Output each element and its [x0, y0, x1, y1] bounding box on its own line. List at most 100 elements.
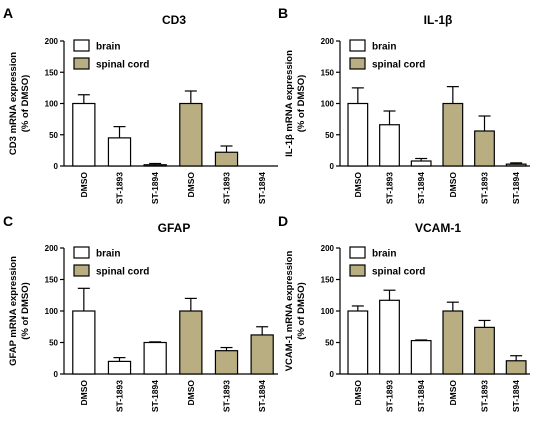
legend-label: brain	[96, 249, 120, 260]
bar-brain	[107, 360, 132, 375]
legend-swatch	[73, 246, 90, 259]
y-tick-label: 150	[321, 68, 335, 77]
x-tick-label: DMSO	[353, 172, 363, 198]
bar-brain	[347, 310, 369, 375]
bar-spinal_cord	[505, 163, 527, 167]
y-tick-label: 150	[321, 276, 335, 285]
y-axis-label-unit: (% of DMSO)	[20, 282, 31, 340]
legend-swatch	[349, 57, 366, 70]
legend-label: brain	[96, 42, 120, 53]
x-tick-label: DMSO	[448, 380, 458, 406]
y-tick-label: 0	[330, 162, 335, 171]
panel-letter: A	[3, 5, 13, 21]
y-axis-label: GFAP mRNA expression	[8, 256, 19, 366]
legend-label: spinal cord	[372, 267, 425, 278]
bar-brain	[347, 102, 369, 167]
y-tick-label: 50	[49, 339, 58, 348]
legend-label: brain	[372, 42, 396, 53]
x-tick-label: ST-1893	[385, 172, 395, 204]
bar-spinal_cord	[250, 334, 274, 375]
y-tick-label: 200	[321, 37, 335, 46]
y-tick-label: 100	[45, 100, 59, 109]
y-tick-label: 50	[49, 131, 58, 140]
bar-spinal_cord	[179, 102, 203, 167]
y-tick-label: 0	[54, 370, 59, 379]
chart-title: IL-1β	[424, 13, 453, 27]
bar-brain	[379, 299, 400, 375]
y-tick-label: 200	[321, 244, 335, 253]
y-axis-label-unit: (% of DMSO)	[296, 282, 307, 340]
legend-swatch	[73, 57, 90, 70]
x-tick-label: DMSO	[79, 172, 89, 198]
x-tick-label: DMSO	[79, 380, 89, 406]
bar-spinal_cord	[179, 310, 203, 375]
panel-a: A CD3 CD3 mRNA expression (% of DMSO) 0 50 100…	[3, 5, 278, 204]
bar-brain	[410, 160, 432, 167]
x-tick-label: ST-1893	[480, 380, 490, 412]
x-tick-label: ST-1893	[115, 380, 125, 412]
x-tick-label: DMSO	[186, 172, 196, 198]
x-tick-label: DMSO	[353, 380, 363, 406]
bar-spinal_cord	[474, 130, 495, 167]
x-tick-label: ST-1894	[257, 380, 267, 412]
y-axis-label: CD3 mRNA expression	[8, 52, 19, 155]
bar-brain	[107, 137, 132, 167]
x-tick-label: ST-1893	[222, 380, 232, 412]
x-tick-label: ST-1894	[416, 380, 426, 412]
panel-b: B IL-1β IL-1β mRNA expression (% of DMSO) 0 5…	[278, 5, 530, 204]
x-tick-label: ST-1894	[257, 172, 267, 204]
y-tick-label: 100	[45, 307, 59, 316]
y-tick-label: 0	[54, 162, 59, 171]
panel-c: C GFAP GFAP mRNA expression (% of DMSO) 0 50 1…	[3, 213, 278, 412]
y-tick-label: 150	[45, 68, 59, 77]
x-tick-label: ST-1894	[511, 172, 521, 204]
legend-label: spinal cord	[96, 267, 149, 278]
y-axis-label-unit: (% of DMSO)	[20, 75, 31, 133]
x-tick-label: ST-1894	[416, 172, 426, 204]
bar-brain	[72, 310, 96, 375]
x-tick-label: DMSO	[186, 380, 196, 406]
x-tick-label: ST-1893	[115, 172, 125, 204]
panel-d: D VCAM-1 VCAM-1 mRNA expression (% of DMSO)…	[278, 213, 530, 412]
y-tick-label: 100	[321, 307, 335, 316]
x-tick-label: ST-1894	[150, 380, 160, 412]
bar-brain	[410, 340, 432, 375]
bar-spinal_cord	[214, 151, 239, 167]
x-tick-label: ST-1894	[511, 380, 521, 412]
y-axis-label: IL-1β mRNA expression	[284, 50, 295, 157]
x-tick-label: ST-1894	[150, 172, 160, 204]
legend-swatch	[349, 246, 366, 259]
y-tick-label: 150	[45, 276, 59, 285]
y-tick-label: 100	[321, 100, 335, 109]
legend-swatch	[73, 264, 90, 277]
y-axis-label: VCAM-1 mRNA expression	[284, 251, 295, 372]
x-tick-label: ST-1893	[222, 172, 232, 204]
panel-letter: D	[278, 213, 288, 229]
x-tick-label: ST-1893	[480, 172, 490, 204]
panel-letter: C	[3, 213, 13, 229]
bar-brain	[72, 102, 96, 167]
bar-spinal_cord	[214, 350, 239, 375]
legend-label: spinal cord	[372, 60, 425, 71]
legend-swatch	[349, 264, 366, 277]
legend-label: spinal cord	[96, 60, 149, 71]
y-tick-label: 50	[325, 131, 334, 140]
bar-spinal_cord	[474, 326, 495, 375]
legend-swatch	[349, 39, 366, 52]
panel-letter: B	[278, 5, 288, 21]
y-tick-label: 200	[45, 37, 59, 46]
x-tick-label: DMSO	[448, 172, 458, 198]
legend-swatch	[73, 39, 90, 52]
chart-title: CD3	[162, 13, 186, 27]
y-axis-label-unit: (% of DMSO)	[296, 75, 307, 133]
bar-spinal_cord	[505, 360, 527, 375]
bar-spinal_cord	[442, 310, 464, 375]
bar-brain	[379, 124, 400, 167]
bar-brain	[143, 164, 167, 167]
x-tick-label: ST-1893	[385, 380, 395, 412]
bar-spinal_cord	[442, 102, 464, 167]
y-tick-label: 200	[45, 244, 59, 253]
chart-title: GFAP	[158, 221, 191, 235]
chart-title: VCAM-1	[415, 221, 461, 235]
